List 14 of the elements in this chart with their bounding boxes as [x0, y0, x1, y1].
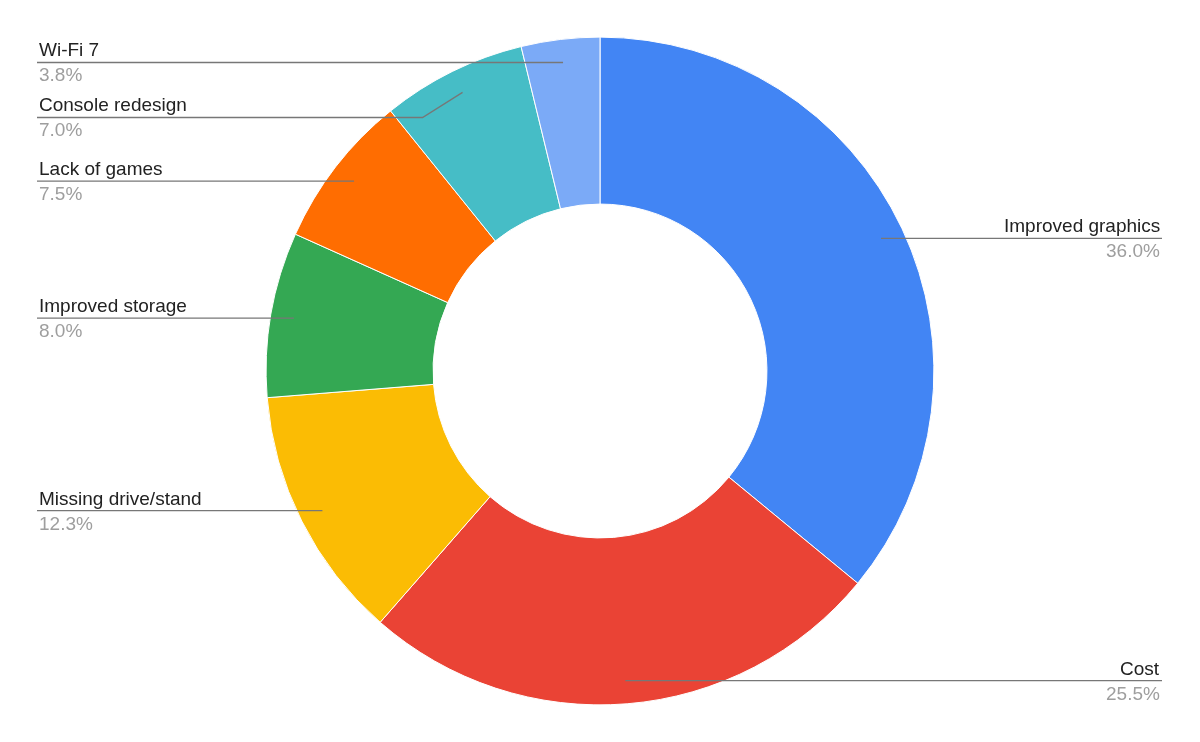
data-label: 8.0% [39, 320, 83, 341]
data-label: 36.0% [1106, 240, 1160, 261]
slice-label: Wi-Fi 7 [39, 39, 100, 60]
slice-label: Improved graphics [1004, 215, 1161, 236]
slice-label: Console redesign [39, 94, 187, 115]
data-label: 7.5% [39, 183, 83, 204]
data-label: 7.0% [39, 119, 83, 140]
data-label: 25.5% [1106, 683, 1160, 704]
slice-label: Improved storage [39, 295, 187, 316]
slice-label: Missing drive/stand [39, 488, 202, 509]
data-label: 12.3% [39, 513, 93, 534]
slice-label: Cost [1120, 658, 1160, 679]
data-label: 3.8% [39, 64, 83, 85]
slice-label: Lack of games [39, 158, 163, 179]
